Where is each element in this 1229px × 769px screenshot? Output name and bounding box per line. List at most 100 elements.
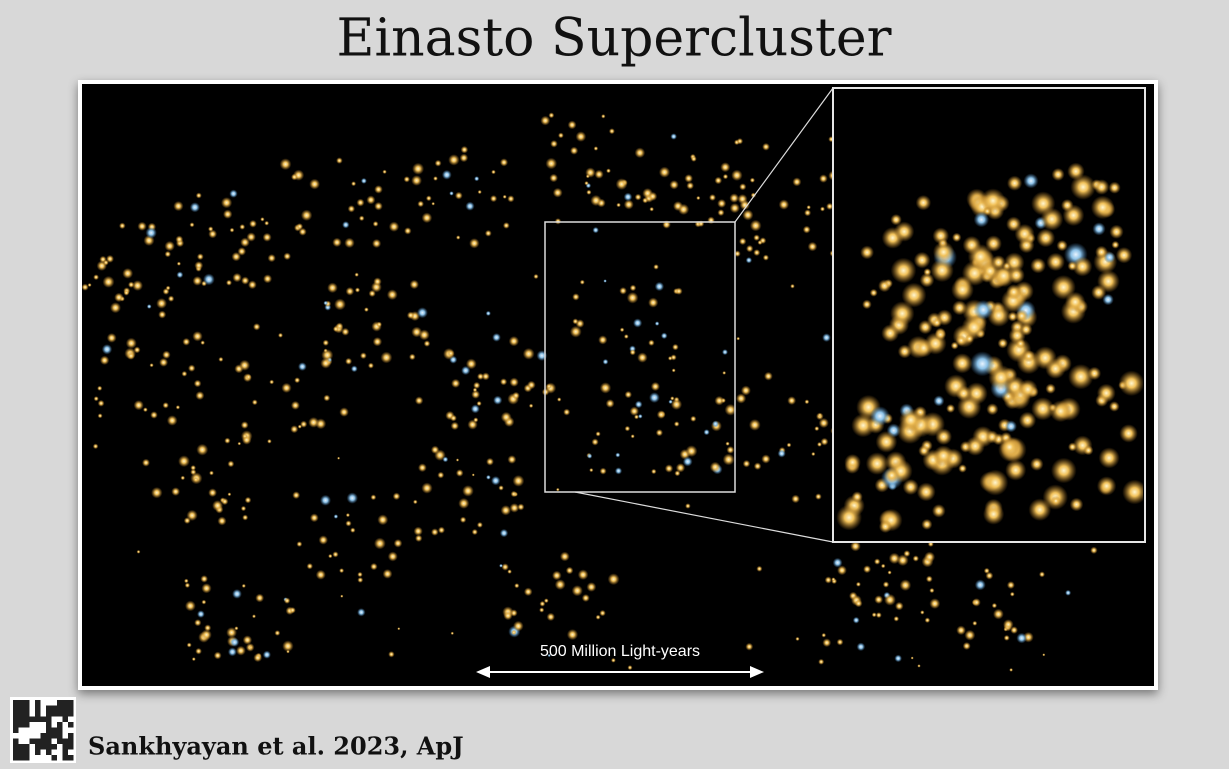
galaxy (209, 471, 214, 476)
galaxy (1007, 581, 1015, 589)
galaxy (223, 210, 232, 219)
zoom-galaxy (1008, 267, 1025, 284)
galaxy (730, 203, 740, 213)
galaxy (503, 222, 510, 229)
zoom-galaxy (1092, 222, 1105, 235)
galaxy (712, 421, 719, 428)
zoom-galaxy (1023, 350, 1035, 362)
galaxy (501, 412, 512, 423)
galaxy (651, 382, 660, 391)
qr-module (41, 739, 47, 745)
galaxy (593, 227, 599, 233)
galaxy (684, 174, 693, 183)
galaxy (297, 541, 303, 547)
galaxy (485, 230, 492, 237)
galaxy (560, 552, 570, 562)
galaxy (917, 664, 920, 667)
qr-module (19, 744, 25, 750)
galaxy (648, 340, 654, 346)
qr-module (52, 744, 58, 750)
galaxy (745, 643, 753, 651)
galaxy (122, 268, 133, 279)
zoom-galaxy (1030, 458, 1043, 471)
galaxy (203, 274, 215, 286)
galaxy (503, 195, 507, 199)
galaxy (221, 498, 228, 505)
zoom-galaxy (1068, 364, 1093, 389)
galaxy (374, 538, 386, 550)
galaxy (550, 140, 558, 148)
galaxy (837, 639, 844, 646)
zoom-galaxy (1099, 447, 1120, 468)
galaxy (182, 371, 188, 377)
galaxy (221, 197, 232, 208)
qr-module (46, 711, 52, 717)
galaxy (194, 380, 202, 388)
galaxy (509, 378, 518, 387)
galaxy (513, 621, 524, 632)
galaxy (533, 274, 538, 279)
galaxy (874, 595, 883, 604)
galaxy (255, 594, 264, 603)
qr-module (13, 706, 19, 712)
galaxy (283, 252, 291, 260)
galaxy (415, 396, 423, 404)
qr-module (63, 744, 69, 750)
galaxy (586, 190, 591, 195)
galaxy (308, 417, 319, 428)
galaxy (449, 191, 454, 196)
galaxy (368, 363, 374, 369)
galaxy (856, 582, 861, 587)
galaxy (718, 209, 725, 216)
galaxy (855, 600, 863, 608)
galaxy (166, 286, 171, 291)
galaxy (511, 491, 517, 497)
galaxy (491, 476, 500, 485)
qr-module (35, 739, 41, 745)
galaxy (570, 147, 578, 155)
galaxy (242, 515, 248, 521)
galaxy (340, 595, 343, 598)
galaxy (263, 651, 271, 659)
galaxy (165, 251, 171, 257)
galaxy (524, 588, 533, 597)
galaxy (451, 379, 460, 388)
zoom-galaxy (1119, 424, 1137, 442)
galaxy (201, 583, 211, 593)
zoom-galaxy (876, 431, 898, 453)
qr-module (68, 755, 74, 761)
galaxy (704, 429, 710, 435)
galaxy (993, 609, 1004, 620)
galaxy (1065, 590, 1071, 596)
galaxy (803, 226, 811, 234)
zoom-galaxy (879, 520, 892, 533)
galaxy (195, 648, 202, 655)
zoom-galaxy (918, 320, 932, 334)
galaxy (142, 459, 150, 467)
qr-module (57, 711, 63, 717)
galaxy (424, 340, 431, 347)
qr-module (52, 733, 58, 739)
galaxy (197, 610, 205, 618)
galaxy (818, 413, 822, 417)
galaxy (657, 410, 666, 419)
galaxy (659, 167, 670, 178)
zoom-galaxy (1024, 173, 1039, 188)
galaxy (814, 426, 819, 431)
galaxy (900, 579, 912, 591)
qr-module (68, 711, 74, 717)
galaxy (137, 550, 141, 554)
galaxy (805, 399, 810, 404)
galaxy (339, 407, 349, 417)
galaxy (411, 175, 422, 186)
galaxy (387, 289, 398, 300)
galaxy (443, 457, 449, 463)
galaxy (903, 550, 910, 557)
galaxy (503, 611, 512, 620)
zoom-galaxy (1051, 496, 1061, 506)
galaxy (184, 517, 191, 524)
galaxy (492, 333, 501, 342)
galaxy (578, 569, 589, 580)
galaxy (346, 287, 355, 296)
zoom-galaxy (956, 386, 972, 402)
